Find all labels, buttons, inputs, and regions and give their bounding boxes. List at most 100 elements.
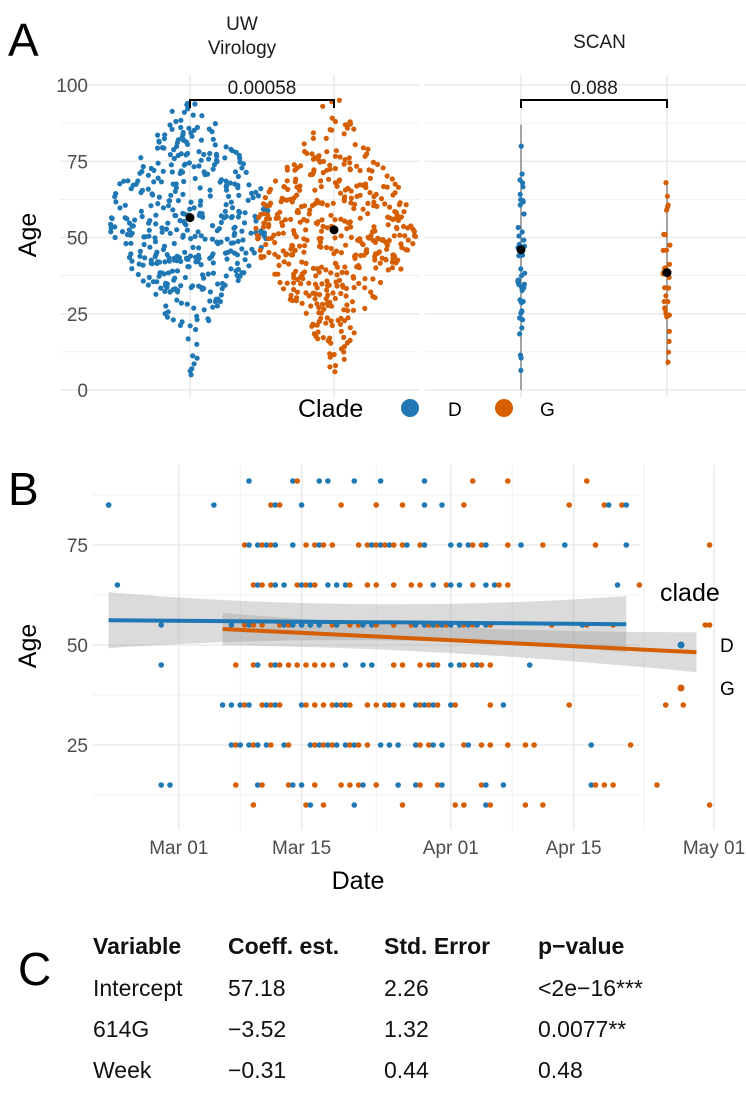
point-a-d <box>201 169 207 175</box>
point-b-g <box>338 702 344 708</box>
point-a-g <box>357 236 363 242</box>
point-b-g <box>338 782 344 788</box>
point-a-d <box>162 132 168 138</box>
point-a-g <box>328 318 334 324</box>
point-a-d <box>162 288 168 294</box>
point-a-g <box>301 141 307 147</box>
point-a-d <box>229 205 236 211</box>
point-b-d <box>483 782 489 788</box>
point-a-d <box>205 271 211 277</box>
point-b-g <box>566 502 572 508</box>
point-a-d <box>518 367 524 373</box>
point-a-d <box>196 163 202 169</box>
point-a-g <box>360 145 366 151</box>
point-a-g <box>343 242 349 248</box>
point-a-g <box>360 206 366 212</box>
tick-label-b-x: Apr 15 <box>546 838 602 859</box>
point-a-g <box>292 167 298 173</box>
point-a-g <box>332 235 338 241</box>
point-a-d <box>239 165 245 171</box>
point-a-d <box>188 236 194 242</box>
point-a-g <box>292 179 298 185</box>
point-a-g <box>298 281 304 287</box>
point-a-d <box>154 249 160 255</box>
point-a-d <box>186 160 192 166</box>
point-a-d <box>167 289 173 295</box>
panel-b-legend: clade D G <box>660 579 735 700</box>
point-a-g <box>319 301 326 307</box>
point-a-g <box>303 227 309 233</box>
tick-label-b-x: Mar 15 <box>272 838 331 859</box>
point-b-d <box>211 502 217 508</box>
point-a-g <box>290 251 296 257</box>
point-a-g <box>348 188 354 194</box>
point-a-g <box>316 243 323 249</box>
point-a-g <box>339 269 345 275</box>
point-b-g <box>469 478 476 484</box>
point-a-d <box>210 270 216 276</box>
point-a-d <box>155 132 161 138</box>
point-b-d <box>456 662 463 668</box>
point-a-d <box>207 289 213 295</box>
point-a-g <box>260 201 266 207</box>
point-a-g <box>370 229 376 235</box>
point-a-g <box>266 221 272 228</box>
point-a-g <box>300 276 306 282</box>
point-a-d <box>191 164 197 170</box>
point-a-d <box>210 166 216 172</box>
point-a-d <box>209 236 215 242</box>
point-a-g <box>350 307 357 313</box>
point-a-g <box>336 277 343 283</box>
point-a-g <box>266 249 272 256</box>
point-a-d <box>223 178 229 184</box>
point-b-d <box>254 542 261 548</box>
point-b-d <box>369 662 375 668</box>
point-a-g <box>323 135 329 141</box>
point-a-g <box>257 247 263 253</box>
point-a-d <box>193 259 199 265</box>
point-a-g <box>337 190 344 196</box>
point-a-g <box>395 184 402 190</box>
point-b-d <box>325 478 331 484</box>
point-b-g <box>417 702 423 708</box>
tick-label-b-y: 25 <box>67 736 88 757</box>
point-a-g <box>291 195 297 201</box>
point-a-g <box>337 154 343 160</box>
point-a-g <box>291 162 297 168</box>
point-b-d <box>491 582 498 588</box>
point-b-d <box>623 542 630 548</box>
point-a-g <box>273 215 279 221</box>
point-b-d <box>377 478 384 484</box>
point-a-d <box>177 218 183 224</box>
point-a-g <box>281 196 287 202</box>
point-a-d <box>518 300 525 306</box>
point-b-d <box>395 782 401 788</box>
point-a-g <box>342 122 348 128</box>
point-a-g <box>330 290 336 296</box>
legend-a-label-d: D <box>448 400 462 421</box>
point-a-g <box>328 270 334 276</box>
point-a-g <box>297 219 303 225</box>
comparison-p-value: 0.088 <box>570 78 618 99</box>
point-a-d <box>245 197 251 203</box>
point-b-g <box>496 582 502 588</box>
point-a-d <box>234 260 240 266</box>
point-b-g <box>452 802 459 808</box>
point-a-g <box>332 369 338 375</box>
point-a-g <box>338 250 344 256</box>
point-a-g <box>666 261 673 267</box>
point-a-d <box>108 221 114 227</box>
point-a-g <box>282 217 288 223</box>
point-a-g <box>263 241 269 248</box>
point-b-g <box>399 802 406 808</box>
point-b-d <box>605 502 612 508</box>
point-a-g <box>318 264 325 270</box>
point-a-d <box>154 279 160 285</box>
panel-b-trend-lines <box>108 618 697 655</box>
point-a-d <box>519 229 525 235</box>
point-a-g <box>348 195 354 201</box>
point-a-g <box>293 298 299 304</box>
point-b-g <box>303 702 309 708</box>
point-a-d <box>206 156 212 162</box>
point-a-d <box>222 155 228 161</box>
